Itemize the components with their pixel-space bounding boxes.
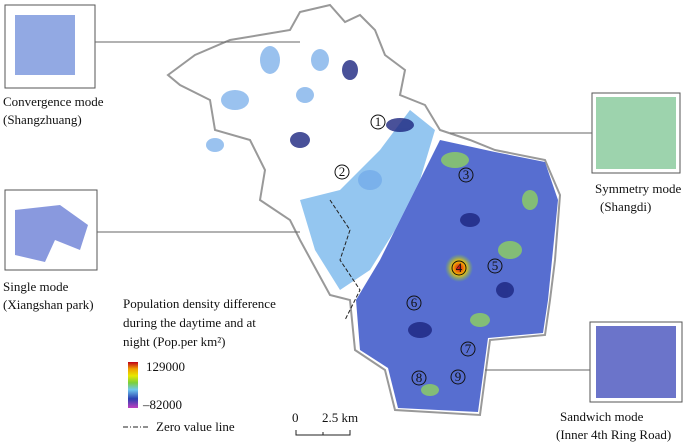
site-circle <box>370 114 386 130</box>
inset-image <box>15 205 88 262</box>
inset-subtitle: (Inner 4th Ring Road) <box>556 427 671 442</box>
scale-bar <box>295 430 351 436</box>
inset-image <box>596 326 676 398</box>
site-circle <box>487 258 503 274</box>
site-circle <box>460 341 476 357</box>
legend-title: night (Pop.per km²) <box>123 334 225 349</box>
inset-subtitle: (Shangzhuang) <box>3 112 82 127</box>
inset-title: Single mode <box>3 279 69 294</box>
site-circle <box>334 164 350 180</box>
site-label: 3 <box>463 167 470 182</box>
colorbar <box>128 362 138 408</box>
density-surface-light <box>300 110 435 290</box>
site-circle <box>450 369 466 385</box>
site-label: 6 <box>411 295 418 310</box>
site-label: 1 <box>375 114 382 129</box>
site-circle <box>458 167 474 183</box>
inset-subtitle: (Shangdi) <box>600 199 651 214</box>
inset-title: Convergence mode <box>3 94 104 109</box>
inset-subtitle: (Xiangshan park) <box>3 297 94 312</box>
site-label: 4 <box>456 260 463 275</box>
inset-image <box>596 97 676 169</box>
site-circle <box>411 370 427 386</box>
northern-blobs <box>206 46 382 190</box>
inset-title: Sandwich mode <box>560 409 644 424</box>
site-circle <box>406 295 422 311</box>
legend-title: Population density difference <box>123 296 276 311</box>
density-blobs <box>421 152 538 396</box>
site-label: 5 <box>492 258 499 273</box>
legend-title: during the daytime and at <box>123 315 256 330</box>
zero-line <box>329 199 361 321</box>
scale-start: 0 <box>292 410 299 425</box>
legend-max: 129000 <box>146 359 185 374</box>
site-label: 9 <box>455 369 462 384</box>
inset-title: Symmetry mode <box>595 181 682 196</box>
scale-end: 2.5 km <box>322 410 358 425</box>
site-label: 8 <box>416 370 423 385</box>
site-label: 7 <box>465 341 472 356</box>
site-label: 2 <box>339 164 346 179</box>
hotspot <box>445 254 473 282</box>
legend-zero-line: Zero value line <box>156 419 235 434</box>
site-circle <box>451 260 467 276</box>
site-markers: 1 2 3 4 5 6 7 8 9 <box>334 114 503 386</box>
inset-image <box>15 15 75 75</box>
legend-min: –82000 <box>142 397 182 412</box>
density-blobs-purple <box>290 60 514 338</box>
